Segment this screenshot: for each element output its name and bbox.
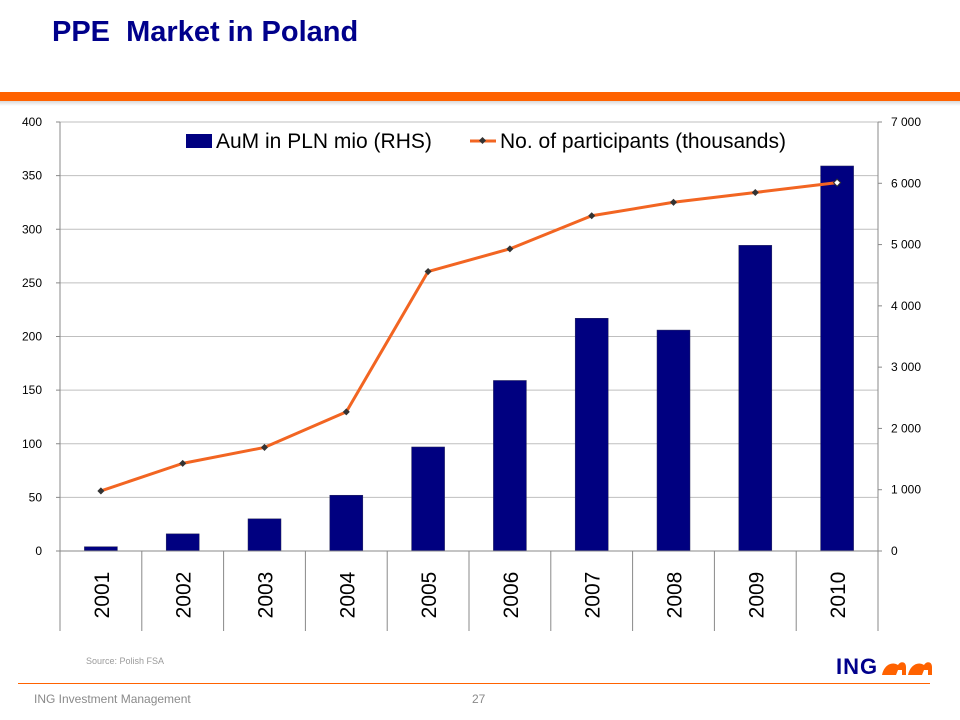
y-right-tick-label: 4 000 — [891, 299, 921, 313]
combo-chart: 0 50 100 150 200 250 300 350 400 0 1 000 2 000 3 00… — [22, 115, 921, 631]
x-tick-label: 2004 — [336, 571, 359, 618]
line-point — [179, 459, 187, 467]
bar — [493, 380, 527, 552]
bar — [329, 494, 364, 552]
slide-title: PPE Market in Poland — [52, 16, 359, 48]
y-left-tick-label: 250 — [22, 276, 42, 290]
y-right-tick-label: 2 000 — [891, 421, 921, 435]
x-tick-label: 2005 — [418, 572, 441, 619]
line-point — [751, 188, 759, 197]
line-series-participants — [97, 178, 842, 495]
x-tick-label: 2010 — [827, 572, 850, 619]
lion-icon — [882, 662, 933, 675]
line-point — [97, 487, 105, 495]
y-right-tick-label: 6 000 — [891, 176, 921, 190]
ing-logo-text: ING — [836, 654, 879, 679]
chart-legend: AuM in PLN mio (RHS) No. of participants… — [186, 130, 786, 153]
line-point — [588, 212, 596, 220]
y-right-tick-label: 5 000 — [891, 238, 921, 252]
y-left-tick-label: 300 — [22, 222, 42, 236]
y-right-tick-label: 0 — [891, 544, 898, 558]
participants-line — [100, 181, 838, 493]
bar — [574, 318, 609, 552]
y-right-tick-label: 3 000 — [891, 360, 921, 374]
line-point — [832, 178, 842, 187]
line-point — [669, 198, 678, 206]
bar — [165, 533, 200, 552]
bar-series-aum — [84, 165, 854, 552]
x-tick-label: 2008 — [664, 572, 687, 619]
legend-label-aum: AuM in PLN mio (RHS) — [216, 130, 432, 153]
y-left-tick-label: 400 — [22, 115, 42, 129]
line-point — [424, 268, 432, 276]
x-tick-label: 2009 — [745, 572, 768, 619]
title-bar-shadow — [0, 101, 960, 106]
y-left-tick-label: 150 — [22, 383, 42, 397]
legend-label-participants: No. of participants (thousands) — [500, 130, 786, 153]
y-left-tick-label: 0 — [35, 544, 42, 558]
source-note: Source: Polish FSA — [86, 656, 165, 666]
line-point — [260, 443, 269, 451]
bar — [820, 165, 854, 552]
x-axis-tick-labels: 2001 2002 2003 2004 2005 2006 2007 2008 2009 2010 — [91, 571, 850, 618]
footer-text: ING Investment Management — [34, 692, 191, 706]
y-left-tick-label: 50 — [29, 490, 43, 504]
footer-divider — [18, 683, 930, 684]
bar — [247, 518, 282, 552]
bar — [84, 546, 118, 552]
y-axis-right-tick-labels: 0 1 000 2 000 3 000 4 000 5 000 6 000 7 000 — [891, 115, 921, 558]
axes — [56, 121, 882, 631]
page-number: 27 — [472, 692, 486, 706]
line-point — [342, 408, 350, 416]
y-left-tick-label: 100 — [22, 437, 42, 451]
y-axis-left-tick-labels: 0 50 100 150 200 250 300 350 400 — [22, 115, 42, 558]
y-left-tick-label: 200 — [22, 330, 42, 344]
bar — [738, 245, 773, 552]
title-accent-bar — [0, 92, 960, 101]
y-right-tick-label: 1 000 — [891, 483, 921, 497]
y-left-tick-label: 350 — [22, 169, 42, 183]
x-tick-label: 2001 — [91, 572, 114, 619]
legend-swatch-aum — [186, 134, 212, 148]
line-point — [506, 245, 514, 253]
x-tick-label: 2003 — [255, 572, 278, 619]
bar — [656, 329, 691, 552]
x-tick-label: 2007 — [582, 572, 605, 619]
legend-swatch-participants-marker — [478, 136, 487, 145]
bar — [411, 446, 445, 552]
ing-logo: ING — [836, 654, 938, 680]
x-tick-label: 2006 — [500, 572, 523, 619]
y-right-tick-label: 7 000 — [891, 115, 921, 129]
x-tick-label: 2002 — [173, 572, 196, 619]
